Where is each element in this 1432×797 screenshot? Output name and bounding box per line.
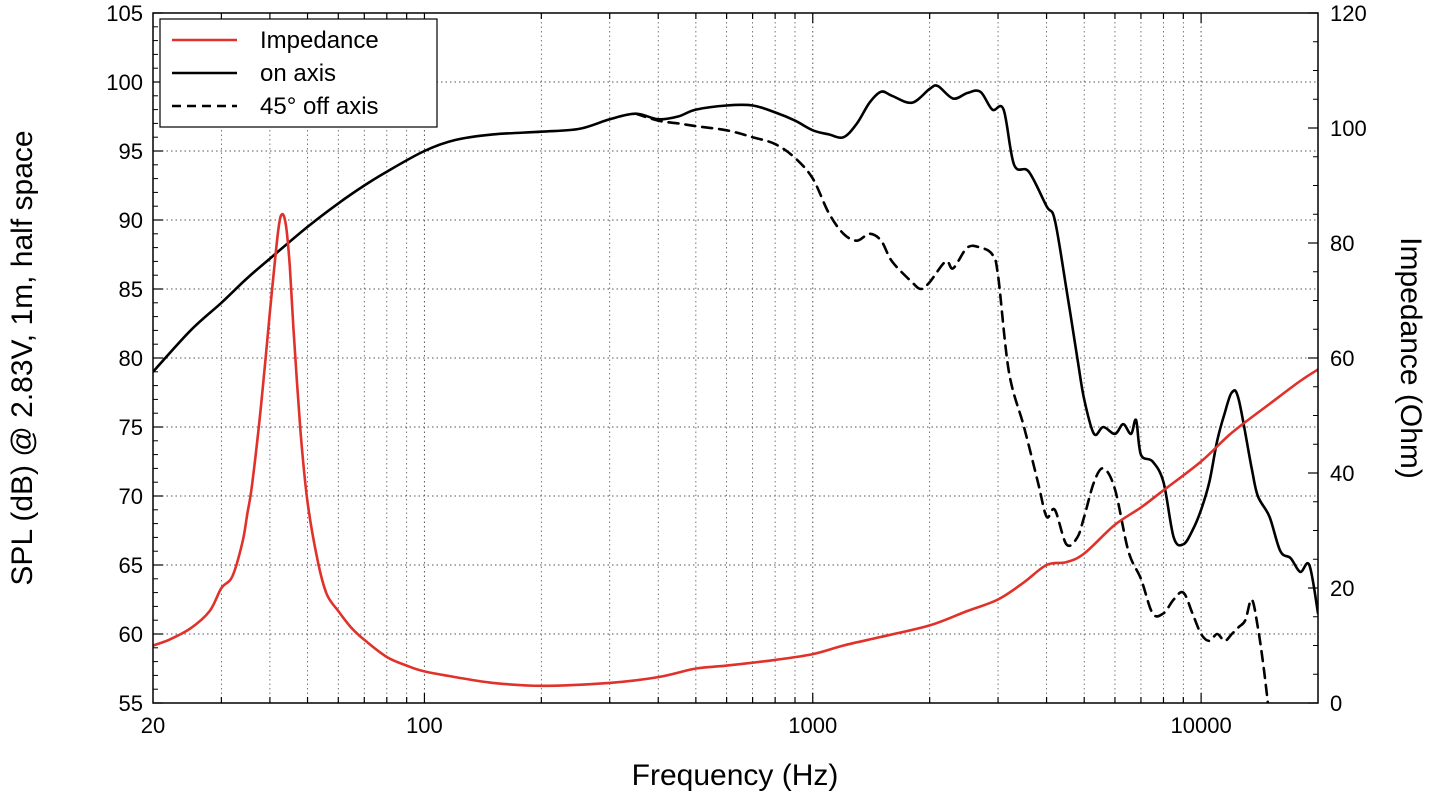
y-left-tick-label: 85 [119,277,143,302]
y-left-tick-label: 90 [119,208,143,233]
y-right-tick-label: 20 [1330,576,1354,601]
y-left-tick-label: 60 [119,622,143,647]
x-tick-label: 1000 [788,713,837,738]
legend-on-axis-label: on axis [260,60,336,87]
x-tick-label: 100 [406,713,443,738]
y-right-tick-label: 0 [1330,691,1342,716]
left-y-axis-title: SPL (dB) @ 2.83V, 1m, half space [6,130,39,585]
tick-labels: 20 100 1000 10000 55 60 65 70 75 80 85 90 95 100 105 0 2… [106,1,1366,738]
x-axis-title: Frequency (Hz) [632,759,839,792]
y-left-tick-label: 65 [119,553,143,578]
y-right-tick-label: 80 [1330,231,1354,256]
y-left-tick-label: 75 [119,415,143,440]
y-left-tick-label: 55 [119,691,143,716]
y-right-tick-label: 60 [1330,346,1354,371]
y-left-tick-label: 70 [119,484,143,509]
series-line-45-off-axis [634,112,1270,703]
legend-off-axis-label: 45° off axis [260,93,379,120]
x-tick-label: 20 [141,713,165,738]
y-right-tick-label: 100 [1330,116,1367,141]
plot-lines [153,84,1318,703]
y-right-tick-label: 120 [1330,1,1367,26]
legend-impedance-label: Impedance [260,27,379,54]
axis-ticks [153,12,1318,704]
y-left-tick-label: 95 [119,139,143,164]
y-right-tick-label: 40 [1330,461,1354,486]
x-tick-label: 10000 [1171,713,1232,738]
y-left-tick-label: 105 [106,1,143,26]
series-line-impedance [153,212,1318,688]
legend: Impedance on axis 45° off axis [159,18,438,128]
series-line-on-axis [153,84,1318,615]
right-y-axis-title: Impedance (Ohm) [1394,237,1427,479]
y-left-tick-label: 100 [106,70,143,95]
y-left-tick-label: 80 [119,346,143,371]
